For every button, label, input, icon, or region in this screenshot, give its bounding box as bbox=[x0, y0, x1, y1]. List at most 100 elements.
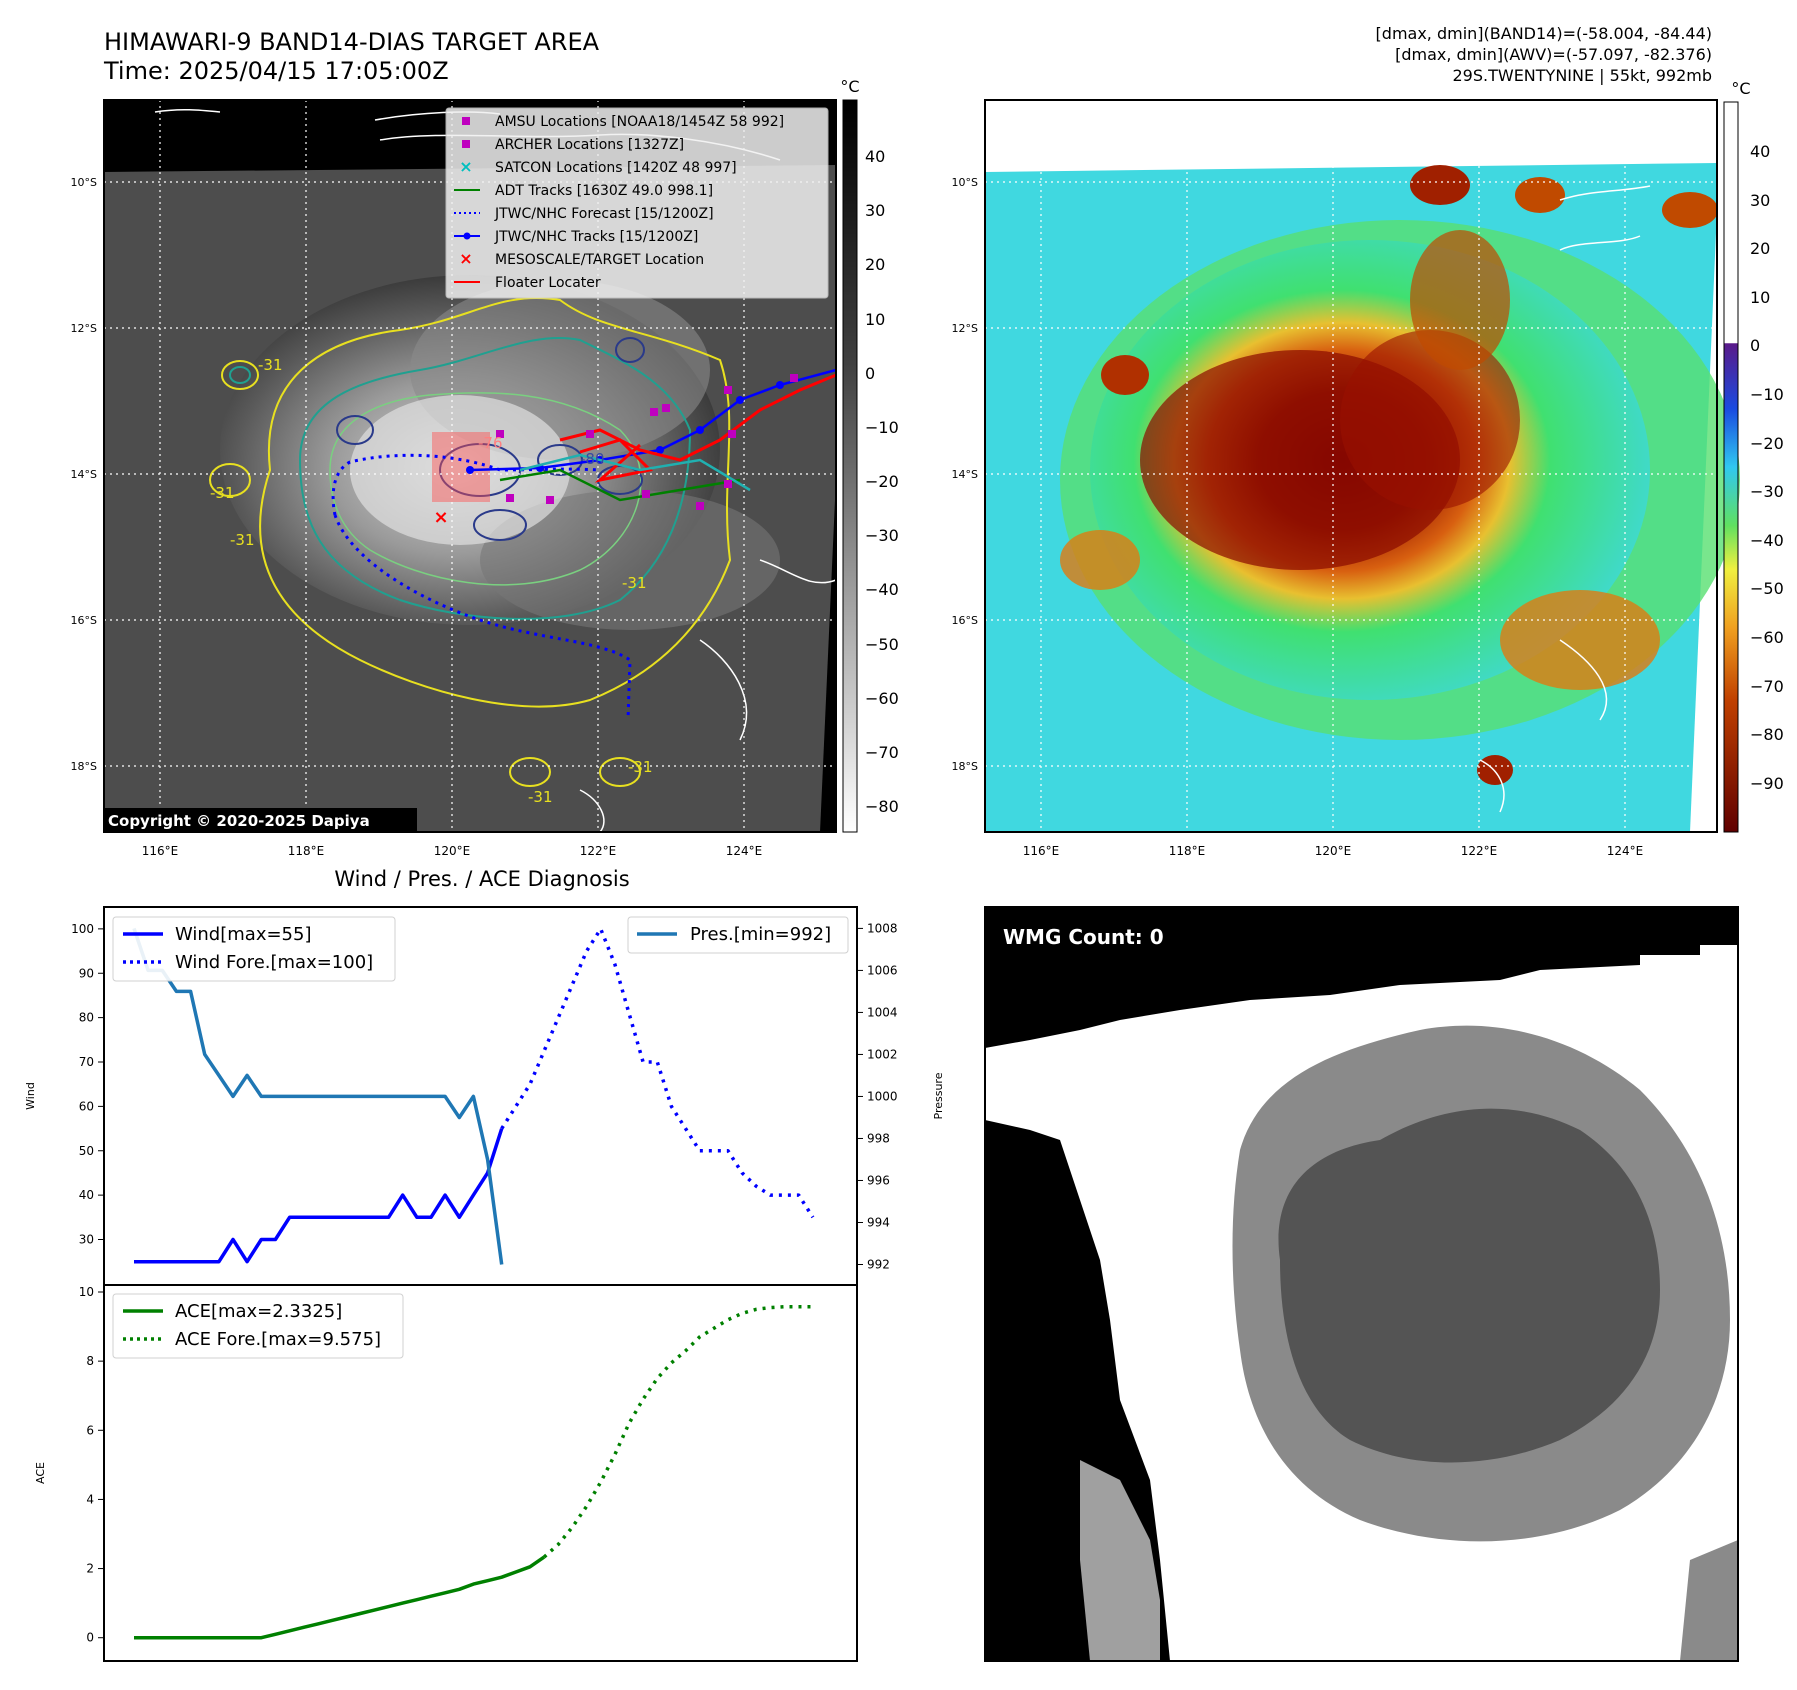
svg-text:30: 30 bbox=[865, 201, 885, 220]
svg-text:10: 10 bbox=[865, 310, 885, 329]
svg-text:40: 40 bbox=[1750, 142, 1770, 161]
contour-label-2: -31 bbox=[258, 356, 283, 374]
wind-ytick-label: 40 bbox=[79, 1188, 94, 1202]
svg-text:−40: −40 bbox=[865, 580, 899, 599]
legend-ace-forecast: ACE Fore.[max=9.575] bbox=[175, 1329, 381, 1350]
wind-ytick-label: 80 bbox=[79, 1011, 94, 1025]
wind-ytick-label: 100 bbox=[71, 922, 94, 936]
svg-text:120°E: 120°E bbox=[1315, 844, 1352, 858]
pressure-axis-label: Pressure bbox=[932, 1072, 945, 1119]
figure-time: Time: 2025/04/15 17:05:00Z bbox=[103, 57, 449, 85]
svg-text:20: 20 bbox=[1750, 239, 1770, 258]
svg-text:122°E: 122°E bbox=[1461, 844, 1498, 858]
ir-color-map bbox=[984, 99, 1740, 833]
wmg-count: WMG Count: 0 bbox=[1003, 925, 1164, 949]
svg-text:18°S: 18°S bbox=[71, 760, 97, 773]
ace-ytick-label: 8 bbox=[86, 1354, 94, 1368]
contour-label-5: -31 bbox=[622, 574, 647, 592]
series-line-1 bbox=[500, 927, 815, 1219]
svg-text:10: 10 bbox=[1750, 288, 1770, 307]
svg-text:118°E: 118°E bbox=[1169, 844, 1206, 858]
map-legend: AMSU Locations [NOAA18/1454Z 58 992] ARC… bbox=[445, 107, 829, 299]
legend-wind: Wind[max=55] bbox=[175, 924, 312, 945]
stats-awv: [dmax, dmin](AWV)=(-57.097, -82.376) bbox=[1395, 45, 1712, 64]
svg-text:−40: −40 bbox=[1750, 531, 1784, 550]
wind-pressure-panel: Wind Pressure 30 40 50 60 70 80 90 100 992 994 99… bbox=[24, 906, 945, 1286]
svg-text:−20: −20 bbox=[865, 472, 899, 491]
svg-text:−50: −50 bbox=[865, 635, 899, 654]
wind-ytick-label: 70 bbox=[79, 1055, 94, 1069]
legend-satcon: SATCON Locations [1420Z 48 997] bbox=[495, 160, 737, 176]
map2-lat-labels: 10°S 12°S 14°S 16°S 18°S bbox=[952, 176, 978, 773]
copyright: Copyright © 2020-2025 Dapiya bbox=[108, 812, 370, 830]
svg-text:10°S: 10°S bbox=[71, 176, 97, 189]
legend-ace: ACE[max=2.3325] bbox=[175, 1301, 342, 1322]
legend-archer: ARCHER Locations [1327Z] bbox=[495, 137, 684, 153]
svg-text:×: × bbox=[459, 249, 472, 268]
legend-jtwc-forecast: JTWC/NHC Forecast [15/1200Z] bbox=[494, 206, 714, 222]
legend-pressure: Pres.[min=992] bbox=[690, 924, 831, 945]
svg-text:40: 40 bbox=[865, 147, 885, 166]
svg-text:118°E: 118°E bbox=[288, 844, 325, 858]
svg-text:°C: °C bbox=[1731, 79, 1750, 98]
ace-ytick-label: 10 bbox=[79, 1285, 94, 1299]
ace-series-line-0 bbox=[134, 1555, 546, 1640]
svg-text:−60: −60 bbox=[865, 689, 899, 708]
series-line-2 bbox=[132, 927, 504, 1265]
wind-ytick-label: 90 bbox=[79, 966, 94, 980]
figure-title: HIMAWARI-9 BAND14-DIAS TARGET AREA bbox=[104, 28, 600, 56]
svg-text:14°S: 14°S bbox=[71, 468, 97, 481]
svg-text:°C: °C bbox=[840, 77, 859, 96]
pressure-ytick-label: 1004 bbox=[867, 1005, 898, 1019]
svg-text:−60: −60 bbox=[1750, 628, 1784, 647]
svg-text:30: 30 bbox=[1750, 191, 1770, 210]
svg-text:−30: −30 bbox=[1750, 482, 1784, 501]
wind-ytick-label: 30 bbox=[79, 1233, 94, 1247]
legend-adt: ADT Tracks [1630Z 49.0 998.1] bbox=[495, 183, 713, 199]
wind-ytick-label: 50 bbox=[79, 1144, 94, 1158]
pressure-ytick-label: 1008 bbox=[867, 921, 898, 935]
map2-lon-labels: 116°E 118°E 120°E 122°E 124°E bbox=[1023, 844, 1644, 858]
svg-text:12°S: 12°S bbox=[952, 322, 978, 335]
svg-text:20: 20 bbox=[865, 255, 885, 274]
copyright-badge-bg bbox=[104, 808, 417, 832]
svg-text:−50: −50 bbox=[1750, 579, 1784, 598]
legend-floater: Floater Locater bbox=[495, 275, 601, 291]
pressure-ytick-label: 1002 bbox=[867, 1047, 898, 1061]
svg-text:−10: −10 bbox=[1750, 385, 1784, 404]
series-line-0 bbox=[134, 1128, 504, 1264]
contour-label-7: -80 bbox=[580, 450, 605, 468]
wmg-panel: WMG Count: 0 bbox=[984, 906, 1739, 1662]
contour-label-8: -31 bbox=[628, 758, 653, 776]
pressure-ytick-label: 1000 bbox=[867, 1089, 898, 1103]
ace-axis-label: ACE bbox=[34, 1462, 47, 1484]
svg-text:16°S: 16°S bbox=[71, 614, 97, 627]
pressure-ytick-label: 992 bbox=[867, 1257, 890, 1271]
ace-series-line-1 bbox=[542, 1304, 813, 1559]
contour-label-6: -31 bbox=[528, 788, 553, 806]
map1-lat-labels: 10°S 12°S 14°S 16°S 18°S bbox=[71, 176, 97, 773]
svg-text:−80: −80 bbox=[1750, 725, 1784, 744]
svg-text:−80: −80 bbox=[865, 797, 899, 816]
color-colorbar: °C 40 30 20 10 0 −10 −20 −30 −40 −50 −60… bbox=[1723, 79, 1784, 833]
svg-text:−20: −20 bbox=[1750, 434, 1784, 453]
svg-text:−30: −30 bbox=[865, 526, 899, 545]
legend-wind-forecast: Wind Fore.[max=100] bbox=[175, 952, 373, 973]
ace-ytick-label: 4 bbox=[86, 1492, 94, 1506]
svg-text:116°E: 116°E bbox=[142, 844, 179, 858]
legend-jtwc-tracks: JTWC/NHC Tracks [15/1200Z] bbox=[494, 229, 698, 245]
pressure-ytick-label: 996 bbox=[867, 1173, 890, 1187]
svg-text:−10: −10 bbox=[865, 418, 899, 437]
svg-text:×: × bbox=[433, 507, 448, 528]
ace-ytick-label: 0 bbox=[86, 1631, 94, 1645]
wind-ytick-label: 60 bbox=[79, 1099, 94, 1113]
svg-text:−70: −70 bbox=[865, 743, 899, 762]
pressure-ytick-label: 1006 bbox=[867, 963, 898, 977]
svg-text:16°S: 16°S bbox=[952, 614, 978, 627]
contour-label-1: -76 bbox=[478, 434, 503, 452]
svg-text:14°S: 14°S bbox=[952, 468, 978, 481]
legend-amsu: AMSU Locations [NOAA18/1454Z 58 992] bbox=[495, 114, 784, 130]
svg-text:120°E: 120°E bbox=[434, 844, 471, 858]
grayscale-colorbar: °C 40 30 20 10 0 −10 −20 −30 −40 −50 −60… bbox=[840, 77, 899, 833]
svg-text:0: 0 bbox=[1750, 336, 1760, 355]
